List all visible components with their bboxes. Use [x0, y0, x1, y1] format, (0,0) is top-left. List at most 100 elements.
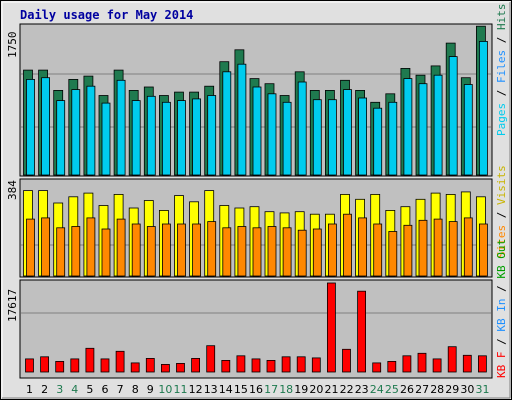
sites-bar — [26, 218, 35, 277]
files-bar — [478, 41, 488, 176]
day-label: 21 — [325, 383, 339, 396]
kbf-bar — [432, 358, 442, 373]
kbf-bar — [266, 359, 276, 373]
files-bar — [86, 85, 96, 176]
kbf-bar — [447, 346, 457, 373]
kbf-bar — [206, 345, 216, 373]
sites-bar — [463, 217, 473, 277]
kbf-bar — [236, 355, 246, 373]
files-bar — [312, 99, 322, 176]
sites-bar — [161, 223, 171, 277]
files-bar — [448, 56, 458, 176]
kbf-bar — [402, 355, 412, 373]
files-bar — [463, 84, 473, 176]
kbf-bar — [251, 358, 261, 373]
files-bar — [56, 100, 66, 176]
files-bar — [207, 95, 217, 176]
day-label: 2 — [41, 383, 48, 396]
kbf-bar — [477, 355, 487, 373]
day-label: 25 — [385, 383, 399, 396]
files-bar — [146, 95, 156, 176]
legend-sep-2: / — [495, 30, 508, 50]
day-label: 4 — [71, 383, 78, 396]
kbf-bar — [311, 357, 321, 373]
kbf-bar — [417, 352, 427, 373]
sites-bar — [41, 217, 50, 277]
kbf-bar — [357, 290, 367, 373]
legend-visits: Visits — [495, 165, 508, 205]
sites-bar — [282, 227, 292, 277]
legend-hits: Hits — [495, 4, 508, 31]
files-bar — [267, 93, 277, 176]
day-label: 30 — [460, 383, 474, 396]
legend-kbf: KB F — [495, 352, 508, 379]
kbf-bar — [100, 358, 110, 373]
sites-bar — [418, 219, 428, 277]
sites-bar — [252, 227, 262, 277]
panel-hits-files-max: 1750 — [6, 32, 19, 59]
files-bar — [433, 74, 443, 176]
day-label: 12 — [189, 383, 203, 396]
day-label: 19 — [294, 383, 308, 396]
day-label: 17 — [264, 383, 278, 396]
day-label: 23 — [355, 383, 369, 396]
sites-bar — [222, 227, 232, 277]
kbf-bar — [115, 350, 125, 373]
day-label: 10 — [158, 383, 172, 396]
legend-visits-sites: Sites / Visits — [495, 165, 508, 258]
kbf-bar — [145, 357, 155, 373]
legend-kbout: KB Out — [495, 239, 508, 279]
day-label: 16 — [249, 383, 263, 396]
sites-bar — [207, 221, 217, 277]
sites-bar — [237, 226, 247, 277]
day-label: 11 — [174, 383, 188, 396]
sites-bar — [146, 226, 156, 277]
day-label: 3 — [56, 383, 63, 396]
day-label: 14 — [219, 383, 233, 396]
kbf-bar — [70, 358, 80, 373]
day-label: 29 — [445, 383, 459, 396]
files-bar — [418, 83, 428, 176]
sites-bar — [177, 223, 186, 277]
chart-title: Daily usage for May 2014 — [20, 8, 193, 22]
files-bar — [177, 100, 186, 176]
files-bar — [222, 71, 232, 176]
day-label: 22 — [340, 383, 354, 396]
day-label: 20 — [309, 383, 323, 396]
day-label: 5 — [86, 383, 93, 396]
sites-bar — [343, 213, 352, 277]
sites-bar — [192, 223, 202, 277]
day-label: 9 — [147, 383, 154, 396]
sites-bar — [403, 224, 413, 277]
day-label: 15 — [234, 383, 248, 396]
day-label: 8 — [132, 383, 139, 396]
sites-bar — [71, 226, 81, 277]
files-bar — [358, 97, 368, 176]
day-label: 7 — [117, 383, 124, 396]
files-bar — [282, 101, 292, 176]
sites-bar — [433, 218, 443, 277]
sites-bar — [373, 223, 383, 277]
kbf-bar — [462, 354, 472, 373]
files-bar — [327, 99, 337, 176]
legend-hits-files: Pages / Files / Hits — [495, 4, 508, 137]
files-bar — [116, 79, 126, 176]
files-bar — [101, 102, 111, 176]
legend-kbytes: KB F / KB In / KB Out — [495, 239, 508, 378]
kbf-bar — [221, 359, 231, 373]
legend-kbin: KB In — [495, 299, 508, 332]
sites-bar — [312, 228, 322, 277]
kbf-bar — [296, 356, 306, 373]
sites-bar — [448, 221, 458, 277]
day-label: 31 — [476, 383, 490, 396]
files-bar — [237, 63, 247, 176]
kbf-bar — [372, 362, 382, 373]
day-label: 1 — [26, 383, 33, 396]
kbf-bar — [387, 360, 397, 373]
kbf-bar — [342, 348, 351, 373]
kbf-bar — [191, 357, 201, 373]
files-bar — [131, 100, 141, 176]
files-bar — [161, 101, 171, 176]
kbf-bar — [160, 363, 170, 373]
kbf-bar — [55, 360, 65, 373]
